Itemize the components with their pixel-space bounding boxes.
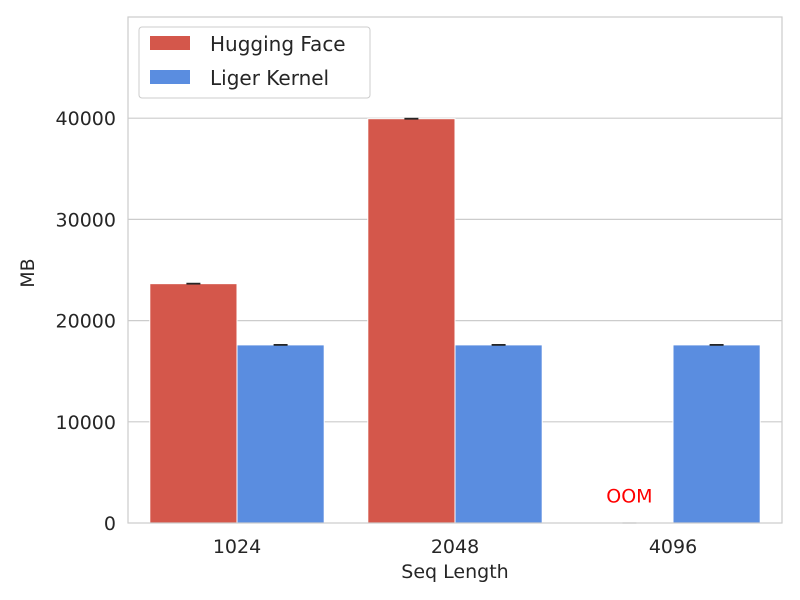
y-tick-label: 10000 xyxy=(56,412,116,434)
bar xyxy=(236,344,325,524)
bar xyxy=(149,283,238,524)
bars xyxy=(149,118,761,524)
x-tick-label: 1024 xyxy=(213,536,261,558)
legend: Hugging Face Liger Kernel xyxy=(138,26,371,99)
bar xyxy=(454,344,543,524)
x-tick-label: 4096 xyxy=(649,536,697,558)
y-tick-labels: 0 10000 20000 30000 40000 xyxy=(56,108,116,535)
x-tick-labels: 1024 2048 4096 xyxy=(213,536,697,558)
bar xyxy=(672,344,761,524)
legend-swatch-liger-kernel xyxy=(150,70,190,84)
oom-annotation: OOM xyxy=(606,486,652,508)
y-tick-label: 0 xyxy=(104,513,116,535)
y-tick-label: 40000 xyxy=(56,108,116,130)
legend-swatch-hugging-face xyxy=(150,36,190,50)
bar xyxy=(367,118,456,524)
y-tick-label: 30000 xyxy=(56,209,116,231)
plot-frame xyxy=(127,16,783,524)
y-axis-title: MB xyxy=(17,258,39,287)
legend-label-hugging-face: Hugging Face xyxy=(210,32,346,56)
legend-label-liger-kernel: Liger Kernel xyxy=(210,66,329,90)
legend-box xyxy=(138,26,371,99)
y-tick-label: 20000 xyxy=(56,311,116,333)
x-tick-label: 2048 xyxy=(431,536,479,558)
annotations: OOM xyxy=(606,486,652,508)
x-axis-title: Seq Length xyxy=(401,561,508,583)
